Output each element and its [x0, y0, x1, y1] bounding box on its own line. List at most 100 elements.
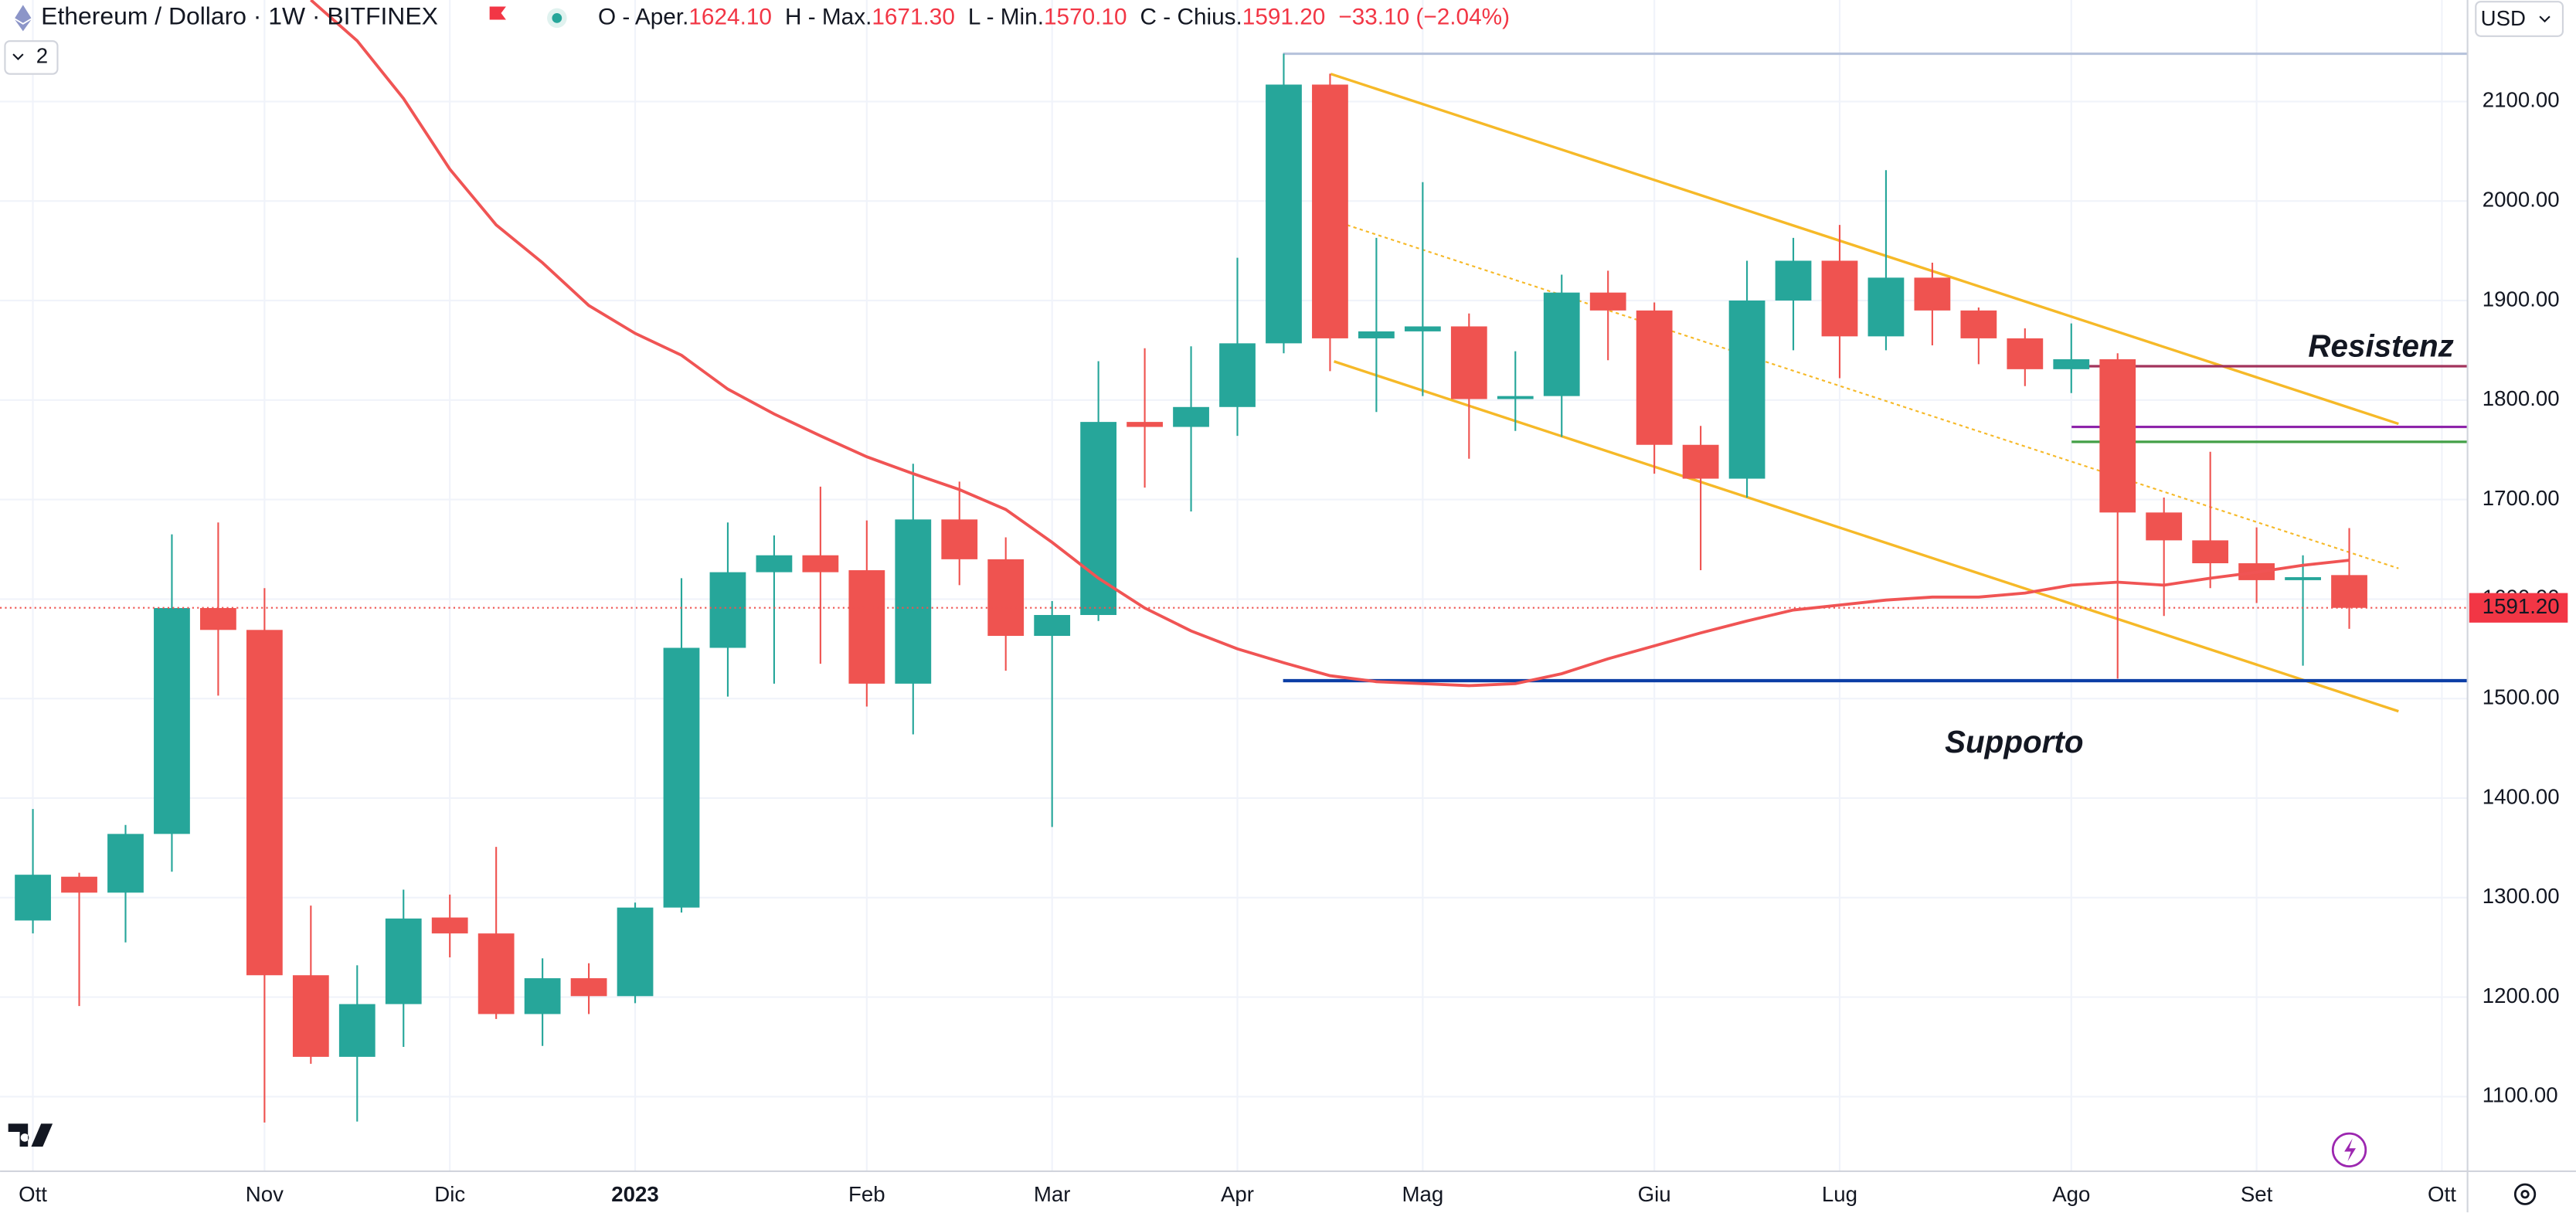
y-tick-label: 2000.00	[2483, 187, 2560, 211]
moving-average	[310, 0, 2350, 688]
status-dot	[552, 13, 562, 23]
candle-body	[524, 978, 561, 1014]
candle-body	[2331, 575, 2367, 608]
ohlc-label: O - Aper.	[598, 4, 688, 29]
candle-body	[2146, 512, 2183, 541]
candle-body	[1219, 343, 1256, 407]
currency: USD	[2481, 6, 2526, 30]
candle-body	[338, 1004, 376, 1057]
flag-icon[interactable]	[489, 6, 506, 20]
candle-body	[1312, 84, 1348, 338]
y-tick-label: 1700.00	[2483, 486, 2560, 510]
candle-body	[1682, 444, 1719, 479]
candle-body	[756, 555, 793, 573]
y-tick-label: 1800.00	[2483, 386, 2560, 410]
candle-body	[200, 607, 236, 630]
candle-body	[2099, 358, 2136, 513]
annotation: Supporto	[1945, 724, 2083, 759]
candle-body	[61, 876, 97, 893]
candle-body	[1543, 292, 1580, 396]
ohlc-value: 1591.20	[1242, 4, 1326, 29]
y-tick-label: 1900.00	[2483, 287, 2560, 311]
candle-body	[848, 570, 885, 684]
x-tick-label: Giu	[1638, 1182, 1671, 1206]
x-tick-label: Feb	[848, 1182, 885, 1206]
eth-icon	[15, 5, 32, 32]
candle-body	[2192, 540, 2229, 564]
ohlc-label: L - Min.	[968, 4, 1044, 29]
candle-body	[617, 907, 654, 997]
ohlc-header: O - Aper.1624.10 H - Max.1671.30 L - Min.1…	[598, 4, 1510, 29]
x-tick-label: Set	[2241, 1182, 2273, 1206]
candle-body	[1775, 260, 1812, 301]
ohlc-value: 1671.30	[872, 4, 955, 29]
candle-body	[1358, 331, 1395, 338]
chevron	[2539, 15, 2551, 23]
candle-body	[663, 647, 700, 908]
candle-body	[1173, 406, 1209, 427]
x-tick-label: Nov	[246, 1182, 284, 1206]
candle-body	[1914, 277, 1951, 311]
candle-body	[570, 978, 607, 997]
x-tick-label: Mar	[1034, 1182, 1071, 1206]
candle-body	[292, 975, 329, 1057]
candle-body	[987, 559, 1025, 637]
candle-body	[1821, 260, 1858, 337]
candle-body	[1636, 310, 1673, 445]
candle-body	[1080, 422, 1117, 615]
candle-body	[941, 519, 978, 559]
settings-icon-core	[2520, 1190, 2530, 1199]
candle-body	[895, 519, 932, 684]
badge-box[interactable]	[4, 40, 59, 75]
x-tick-label: Dic	[434, 1182, 465, 1206]
x-tick-label: Apr	[1221, 1182, 1254, 1206]
x-tick-label: 2023	[611, 1182, 658, 1206]
candle-body	[431, 917, 468, 934]
candle-body	[107, 834, 144, 893]
badge-text: 2	[36, 44, 48, 68]
candle-body	[15, 875, 51, 921]
currency-box[interactable]	[2475, 1, 2564, 37]
x-tick-label: Ott	[2428, 1182, 2456, 1206]
change-value: −33.10 (−2.04%)	[1338, 4, 1510, 29]
tv-logo[interactable]	[8, 1123, 53, 1147]
x-tick-label: Ott	[19, 1182, 47, 1206]
y-tick-label: 1200.00	[2483, 984, 2560, 1007]
symbol-title: Ethereum / Dollaro · 1W · BITFINEX	[41, 2, 438, 30]
candle-body	[2007, 338, 2044, 369]
x-tick-label: Mag	[1402, 1182, 1443, 1206]
candle-body	[154, 607, 190, 834]
candle-body	[1728, 300, 1765, 479]
candle-body	[802, 555, 839, 573]
candle-body	[1589, 292, 1626, 311]
y-tick-label: 1400.00	[2483, 784, 2560, 808]
candle-body	[709, 572, 746, 648]
channel-mid	[1347, 224, 2399, 569]
alert-bolt	[2344, 1138, 2357, 1162]
candle-body	[1867, 277, 1905, 337]
candle-body	[1034, 614, 1071, 637]
channel-lower	[1334, 360, 2399, 713]
y-tick-label: 1500.00	[2483, 685, 2560, 708]
candle-body	[1450, 326, 1487, 399]
candle-body	[1404, 326, 1441, 331]
candle-body	[477, 933, 515, 1014]
chevron	[12, 53, 24, 61]
last-price-tag	[2469, 593, 2568, 623]
candle-body	[2285, 577, 2321, 580]
candle-body	[385, 918, 422, 1004]
ohlc-label: C - Chius.	[1140, 4, 1242, 29]
ohlc-label: H - Max.	[785, 4, 872, 29]
candle-body	[246, 630, 283, 976]
candle-body	[1960, 310, 1997, 338]
x-tick-label: Lug	[1822, 1182, 1857, 1206]
header: Ethereum / Dollaro · 1W · BITFINEX	[41, 2, 438, 30]
candle-body	[2053, 358, 2090, 369]
settings-icon[interactable]	[2513, 1183, 2537, 1205]
annotation: Resistenz	[2308, 328, 2454, 363]
candle-body	[1127, 422, 1163, 427]
candle-body	[1266, 84, 1302, 344]
y-tick-label: 1100.00	[2483, 1083, 2558, 1107]
